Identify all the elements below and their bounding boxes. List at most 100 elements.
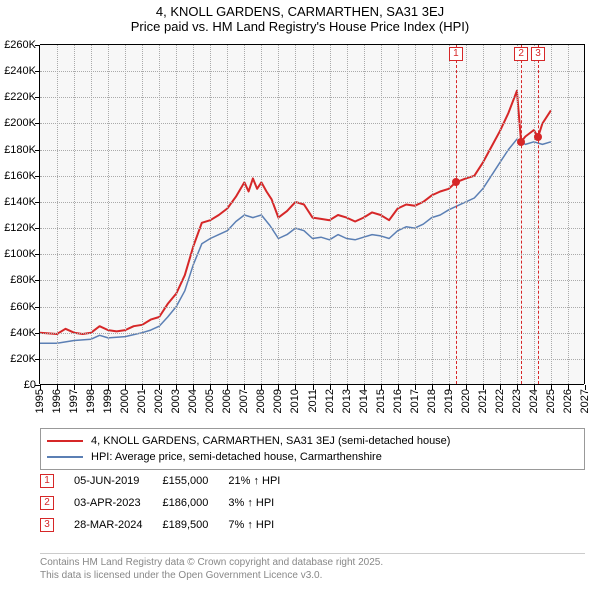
gridline-v [466,45,467,384]
event-price: £155,000 [162,470,228,492]
x-tick-label: 2007 [238,389,250,413]
gridline-v [432,45,433,384]
y-tick-label: £260K [4,39,36,51]
gridline-v [534,45,535,384]
event-row: 3 28-MAR-2024£189,5007% ↑ HPI [40,514,300,536]
event-vline [456,45,457,384]
x-tick-label: 2014 [358,389,370,413]
gridline-v [74,45,75,384]
event-price: £189,500 [162,514,228,536]
x-tick-label: 2001 [136,389,148,413]
x-tick-label: 1995 [34,389,46,413]
x-tick-label: 1999 [102,389,114,413]
y-tick-label: £80K [10,274,36,286]
gridline-v [500,45,501,384]
x-tick-label: 2019 [443,389,455,413]
x-tick-label: 2015 [375,389,387,413]
x-tick-label: 2026 [562,389,574,413]
gridline-v [483,45,484,384]
x-tick-label: 2002 [153,389,165,413]
arrow-up-icon: ↑ [247,497,253,509]
gridline-v [295,45,296,384]
y-tick-label: £100K [4,248,36,260]
gridline-v [108,45,109,384]
gridline-v [551,45,552,384]
event-date: 05-JUN-2019 [74,470,162,492]
event-pct: 3% ↑ HPI [228,492,300,514]
event-vline [538,45,539,384]
x-tick-label: 2025 [545,389,557,413]
event-price: £186,000 [162,492,228,514]
legend-item-price-paid: 4, KNOLL GARDENS, CARMARTHEN, SA31 3EJ (… [47,433,578,449]
gridline-v [347,45,348,384]
event-row: 2 03-APR-2023£186,0003% ↑ HPI [40,492,300,514]
x-tick-label: 2003 [170,389,182,413]
y-tick-label: £240K [4,65,36,77]
event-marker-cell: 3 [40,518,54,532]
legend-item-hpi: HPI: Average price, semi-detached house,… [47,449,578,465]
event-point [452,178,460,186]
attribution: Contains HM Land Registry data © Crown c… [40,553,585,582]
event-marker-cell: 2 [40,496,54,510]
gridline-v [91,45,92,384]
gridline-v [57,45,58,384]
x-tick-label: 2020 [460,389,472,413]
attribution-line: This data is licensed under the Open Gov… [40,570,585,583]
event-marker: 3 [531,47,545,61]
x-tick-label: 2022 [494,389,506,413]
x-tick-label: 2018 [426,389,438,413]
x-tick-label: 2008 [255,389,267,413]
event-marker-cell: 1 [40,474,54,488]
x-tick-label: 2012 [324,389,336,413]
y-tick-label: £20K [10,353,36,365]
x-tick-label: 1996 [51,389,63,413]
event-pct: 21% ↑ HPI [228,470,300,492]
event-vline [521,45,522,384]
gridline-v [193,45,194,384]
event-date: 03-APR-2023 [74,492,162,514]
arrow-up-icon: ↑ [247,519,253,531]
gridline-v [449,45,450,384]
x-tick-label: 2016 [392,389,404,413]
legend-swatch [47,440,83,442]
gridline-v [227,45,228,384]
gridline-v [568,45,569,384]
attribution-line: Contains HM Land Registry data © Crown c… [40,557,585,570]
gridline-v [381,45,382,384]
event-marker: 1 [449,47,463,61]
event-point [517,138,525,146]
x-tick-label: 2009 [272,389,284,413]
gridline-v [244,45,245,384]
legend-label: HPI: Average price, semi-detached house,… [91,451,382,463]
y-tick-label: £140K [4,196,36,208]
x-tick-label: 2004 [187,389,199,413]
gridline-v [415,45,416,384]
events-table: 1 05-JUN-2019£155,00021% ↑ HPI 2 03-APR-202… [40,470,585,536]
gridline-v [142,45,143,384]
gridline-v [517,45,518,384]
event-date: 28-MAR-2024 [74,514,162,536]
x-tick-label: 2010 [289,389,301,413]
y-tick-label: £220K [4,91,36,103]
gridline-v [364,45,365,384]
gridline-v [176,45,177,384]
gridline-v [210,45,211,384]
event-pct: 7% ↑ HPI [228,514,300,536]
y-tick-label: £60K [10,301,36,313]
event-row: 1 05-JUN-2019£155,00021% ↑ HPI [40,470,300,492]
legend-swatch [47,456,83,458]
y-tick-label: £40K [10,327,36,339]
gridline-v [330,45,331,384]
x-tick-label: 1998 [85,389,97,413]
event-point [534,133,542,141]
x-tick-label: 2017 [409,389,421,413]
event-marker: 2 [514,47,528,61]
x-tick-label: 2006 [221,389,233,413]
chart-plot-area: £0£20K£40K£60K£80K£100K£120K£140K£160K£1… [40,44,585,384]
x-tick-label: 2021 [477,389,489,413]
gridline-v [313,45,314,384]
gridline-v [261,45,262,384]
y-tick-label: £180K [4,144,36,156]
y-tick-label: £160K [4,170,36,182]
legend-label: 4, KNOLL GARDENS, CARMARTHEN, SA31 3EJ (… [91,435,450,447]
